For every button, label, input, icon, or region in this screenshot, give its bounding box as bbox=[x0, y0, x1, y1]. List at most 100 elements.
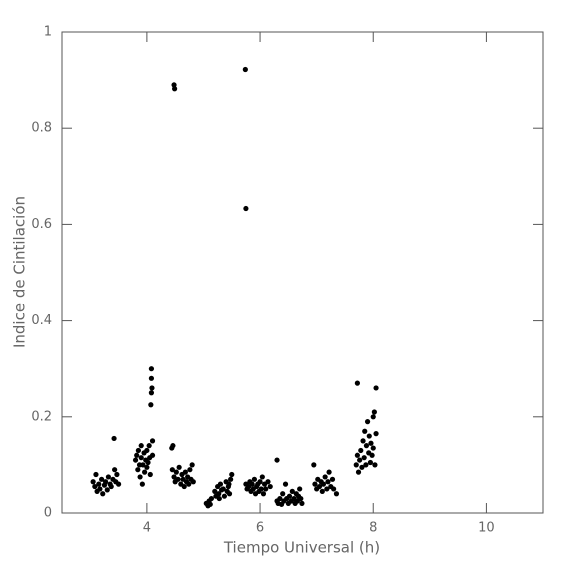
data-point bbox=[169, 467, 175, 473]
data-point bbox=[114, 471, 120, 478]
data-point bbox=[289, 488, 295, 494]
data-point bbox=[298, 495, 304, 502]
data-point bbox=[312, 481, 318, 487]
data-point bbox=[265, 479, 271, 485]
data-point bbox=[90, 479, 96, 485]
data-point bbox=[171, 474, 177, 480]
data-point bbox=[135, 447, 141, 454]
data-point bbox=[147, 471, 153, 478]
data-point bbox=[216, 495, 222, 502]
data-point bbox=[92, 483, 98, 490]
x-tick-label: 10 bbox=[478, 521, 495, 536]
data-point bbox=[367, 459, 374, 466]
data-point bbox=[144, 447, 150, 454]
data-point bbox=[149, 385, 155, 391]
data-point bbox=[258, 486, 264, 492]
data-point bbox=[134, 452, 140, 458]
data-point bbox=[319, 488, 325, 494]
data-point bbox=[282, 481, 289, 487]
data-point bbox=[324, 486, 330, 492]
plot-frame bbox=[61, 31, 544, 514]
data-point bbox=[226, 491, 233, 497]
data-point bbox=[354, 380, 360, 386]
data-point bbox=[329, 476, 336, 482]
y-tick-label: 0.6 bbox=[31, 217, 52, 232]
data-point bbox=[354, 452, 360, 458]
data-point bbox=[357, 457, 363, 463]
data-point bbox=[353, 462, 359, 468]
data-point bbox=[104, 487, 110, 493]
data-point bbox=[229, 471, 235, 478]
data-point bbox=[368, 440, 374, 446]
data-point bbox=[259, 474, 265, 480]
data-point bbox=[146, 443, 152, 449]
data-point bbox=[190, 479, 196, 485]
data-point bbox=[148, 402, 154, 408]
data-point bbox=[243, 205, 249, 212]
data-point bbox=[140, 462, 146, 468]
data-point bbox=[297, 486, 303, 492]
data-point bbox=[267, 483, 273, 490]
data-point bbox=[93, 471, 99, 478]
data-point bbox=[216, 491, 222, 497]
data-point bbox=[257, 479, 263, 485]
data-point bbox=[373, 385, 379, 391]
data-point bbox=[171, 82, 177, 88]
data-point bbox=[181, 483, 187, 490]
data-point bbox=[144, 464, 150, 470]
data-point bbox=[326, 469, 332, 475]
data-point bbox=[316, 483, 323, 490]
data-point bbox=[173, 469, 179, 475]
data-point bbox=[372, 462, 378, 468]
data-point bbox=[320, 481, 327, 487]
data-point bbox=[148, 390, 155, 396]
data-point bbox=[145, 459, 151, 466]
data-point bbox=[112, 467, 118, 473]
data-point bbox=[96, 481, 102, 487]
data-point bbox=[366, 433, 372, 439]
y-tick-label: 0.8 bbox=[31, 121, 52, 136]
data-point bbox=[363, 443, 370, 449]
data-point bbox=[299, 500, 305, 506]
data-point bbox=[263, 486, 269, 492]
data-point bbox=[373, 431, 379, 437]
data-point bbox=[132, 457, 139, 463]
x-tick-label: 8 bbox=[369, 521, 377, 536]
x-axis-label: Tiempo Universal (h) bbox=[223, 539, 380, 557]
y-tick-label: 0.4 bbox=[31, 313, 52, 328]
data-point bbox=[111, 435, 117, 442]
data-point bbox=[135, 467, 141, 473]
data-point bbox=[228, 476, 234, 482]
data-point bbox=[249, 481, 255, 487]
y-tick-label: 1 bbox=[44, 25, 52, 40]
data-point bbox=[242, 66, 248, 73]
data-point bbox=[105, 474, 112, 480]
y-axis-label: Indice de Cintilación bbox=[11, 196, 29, 348]
data-point bbox=[142, 469, 148, 475]
data-point bbox=[108, 483, 114, 490]
data-point bbox=[149, 452, 156, 458]
data-point bbox=[149, 438, 156, 444]
data-point bbox=[359, 464, 365, 470]
data-point bbox=[208, 495, 214, 502]
data-point bbox=[220, 486, 226, 492]
data-point bbox=[364, 419, 371, 425]
data-point bbox=[260, 491, 267, 497]
data-point bbox=[182, 469, 188, 475]
data-point bbox=[363, 462, 369, 468]
data-point bbox=[369, 452, 375, 458]
data-point bbox=[170, 443, 176, 449]
data-point bbox=[286, 493, 293, 499]
data-point bbox=[221, 493, 228, 499]
data-point bbox=[370, 414, 376, 420]
data-point bbox=[361, 455, 367, 461]
x-tick-label: 6 bbox=[256, 521, 264, 536]
data-point bbox=[138, 443, 144, 449]
data-point bbox=[175, 476, 181, 482]
data-point bbox=[100, 491, 106, 497]
data-point bbox=[139, 481, 145, 487]
data-point bbox=[355, 469, 362, 475]
data-point bbox=[333, 491, 340, 497]
y-tick-label: 0 bbox=[44, 506, 52, 521]
